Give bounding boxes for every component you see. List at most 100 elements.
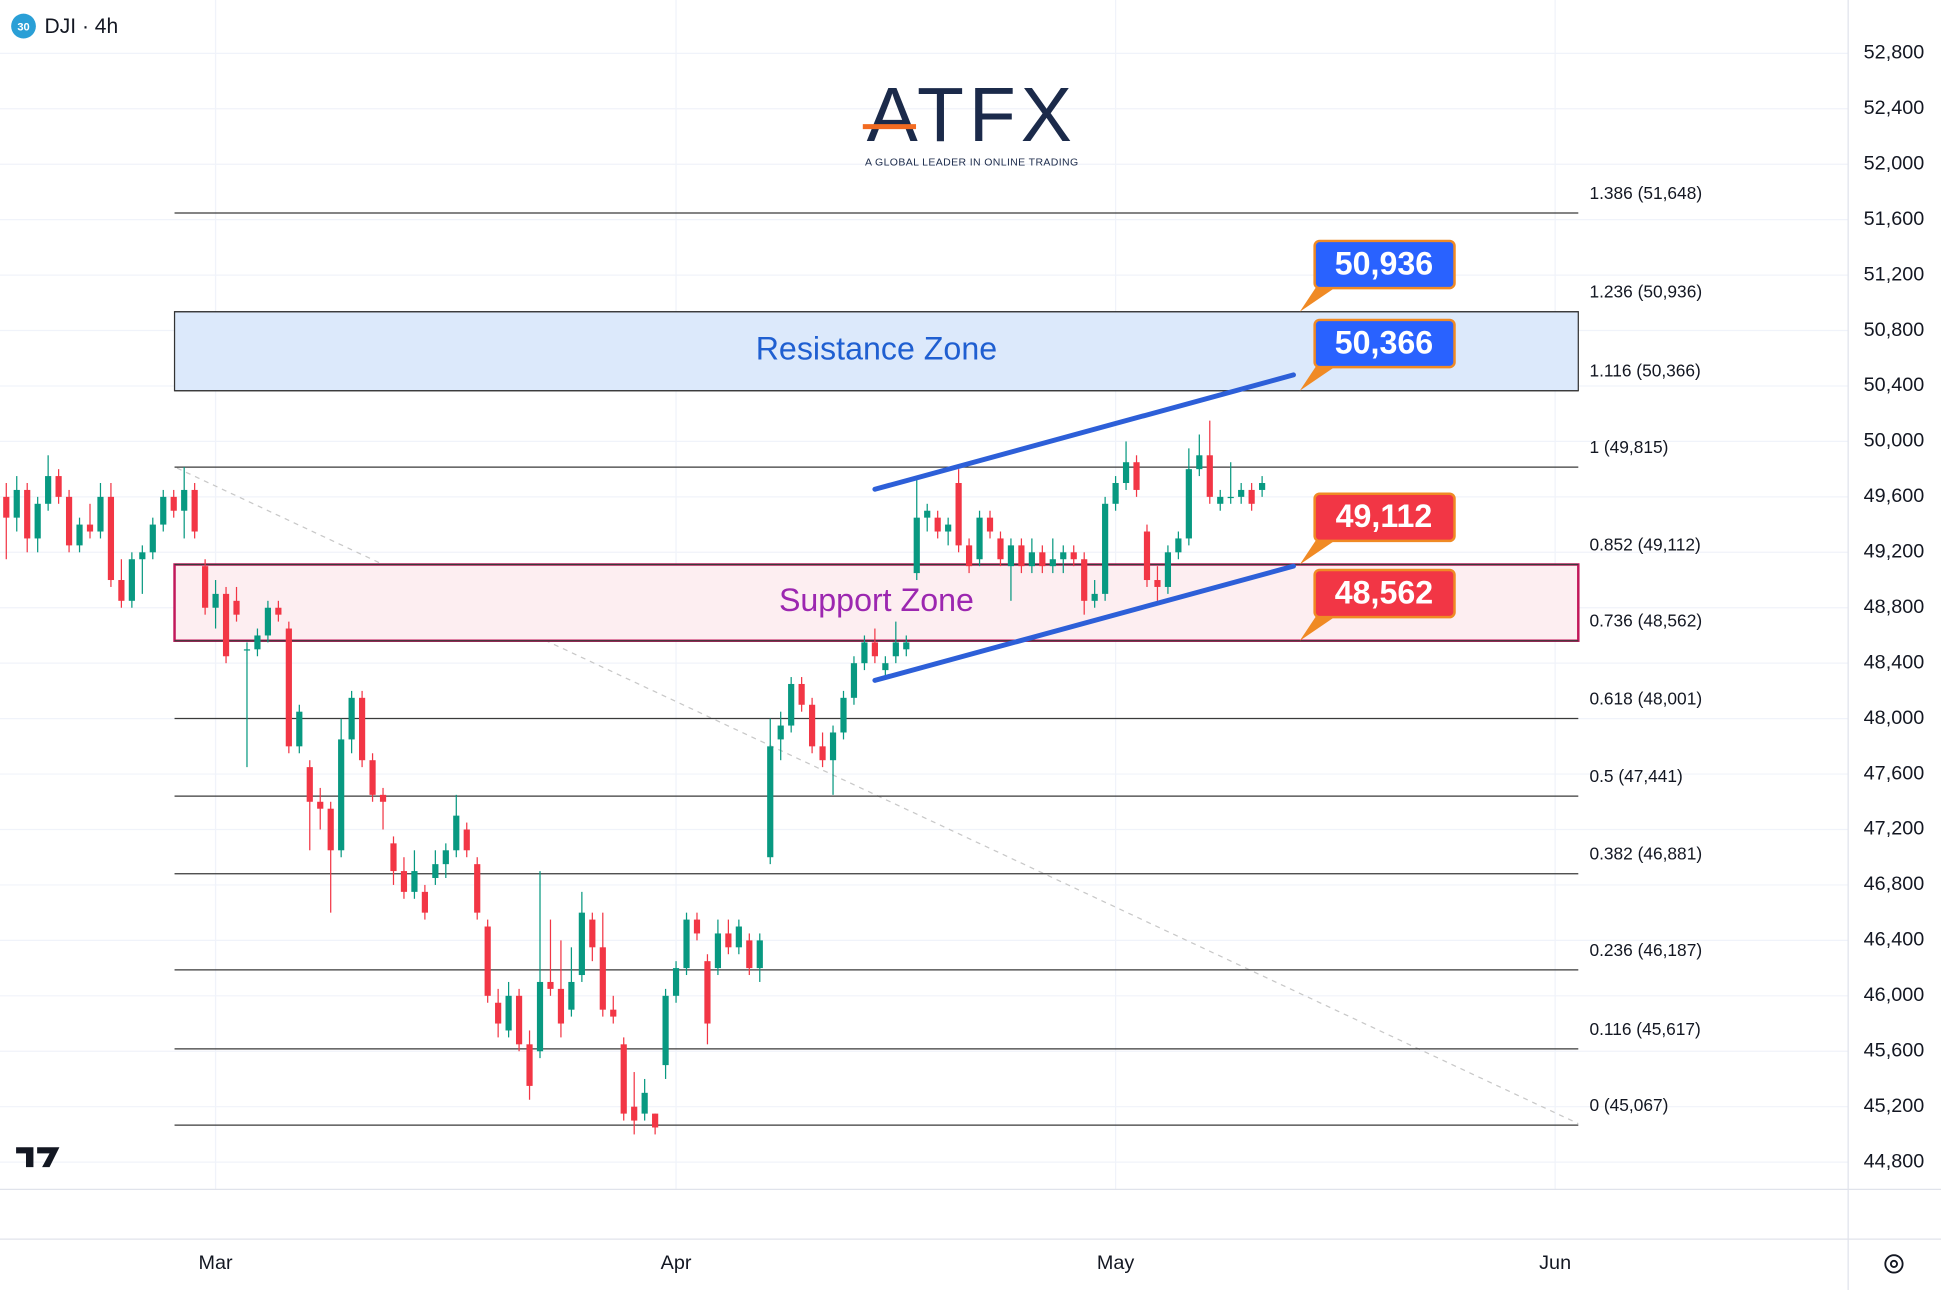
candle-body	[557, 988, 565, 1024]
callout-box	[1313, 492, 1456, 543]
candle-body	[1049, 559, 1056, 567]
candle-body	[662, 995, 669, 1066]
candle-body	[829, 732, 837, 761]
x-tick-label: Jun	[1539, 1252, 1571, 1274]
candle-body	[1133, 462, 1140, 490]
settings-icon	[1889, 1259, 1898, 1268]
fib-label: 1.116 (50,366)	[1589, 361, 1700, 381]
candle-body	[819, 746, 826, 761]
candle-body	[641, 1092, 648, 1114]
candle-body	[212, 593, 219, 608]
candle-body	[149, 524, 156, 553]
fib-label: 0.736 (48,562)	[1589, 611, 1702, 631]
candle-body	[578, 912, 585, 976]
candle-body	[955, 483, 962, 546]
candle-body	[882, 663, 889, 671]
y-tick-label: 52,800	[1864, 42, 1925, 64]
y-tick-label: 50,000	[1864, 430, 1925, 452]
candle-body	[411, 871, 418, 892]
candle-body	[735, 926, 742, 948]
candle-body	[714, 933, 722, 969]
y-tick-label: 52,000	[1864, 152, 1925, 174]
candle-body	[369, 760, 376, 795]
y-tick-label: 48,800	[1864, 596, 1925, 618]
tradingview-logo[interactable]	[16, 1147, 60, 1168]
fib-label: 0.382 (46,881)	[1589, 844, 1702, 864]
candle-body	[1164, 552, 1172, 587]
fib-label: 0.116 (45,617)	[1589, 1019, 1700, 1039]
candle-body	[871, 642, 878, 657]
candle-body	[118, 580, 125, 601]
fib-label: 0.5 (47,441)	[1589, 766, 1682, 786]
candle-body	[1081, 559, 1088, 601]
candle-body	[1248, 489, 1255, 504]
candle-body	[317, 801, 324, 809]
symbol-badge	[11, 13, 36, 39]
fib-label: 0.618 (48,001)	[1589, 688, 1702, 708]
symbol-title[interactable]: DJI · 4h	[45, 15, 119, 38]
candle-body	[756, 940, 763, 969]
fib-label: 1 (49,815)	[1589, 437, 1668, 457]
candle-body	[285, 628, 292, 747]
candle-body	[1217, 496, 1224, 504]
candle-body	[65, 496, 73, 546]
candle-body	[191, 489, 198, 532]
candle-body	[222, 593, 230, 657]
settings-button[interactable]	[1884, 1254, 1904, 1274]
candle-body	[1175, 538, 1182, 553]
candle-body	[76, 524, 83, 546]
x-tick-label: May	[1097, 1252, 1134, 1274]
candle-body	[599, 947, 606, 1010]
callout-box	[1313, 239, 1456, 290]
candle-body	[34, 503, 41, 539]
candle-body	[767, 746, 774, 858]
fib-levels: 1.386 (51,648) 1.236 (50,936) 1.116 (50,36…	[174, 183, 1702, 1126]
zone-label: Support Zone	[779, 582, 974, 618]
candle-body	[233, 600, 240, 615]
fib-label: 0 (45,067)	[1589, 1095, 1668, 1115]
candle-body	[809, 704, 816, 747]
candle-body	[965, 545, 973, 567]
y-tick-label: 49,200	[1864, 541, 1925, 563]
candle-body	[327, 808, 334, 851]
callout-label: 50,366	[1335, 324, 1433, 360]
candle-body	[1070, 552, 1077, 560]
trend-line	[872, 563, 1296, 683]
y-tick-label: 48,000	[1864, 707, 1925, 729]
candle-body	[13, 489, 20, 518]
y-tick-label: 45,200	[1864, 1095, 1925, 1117]
y-tick-label: 47,200	[1864, 818, 1925, 840]
candle-body	[725, 933, 732, 948]
candle-body	[515, 995, 523, 1045]
candle-body	[934, 517, 941, 532]
candle-body	[453, 815, 460, 851]
candle-body	[631, 1106, 638, 1121]
candle-body	[526, 1044, 533, 1086]
badge-text: 30	[17, 21, 29, 33]
fib-label: 1.236 (50,936)	[1589, 282, 1702, 302]
callout-box	[1313, 318, 1456, 369]
candle-body	[1227, 496, 1234, 499]
callout-pointer	[1299, 610, 1335, 641]
candle-body	[850, 663, 858, 698]
candle-body	[672, 968, 680, 996]
trend-line	[872, 372, 1296, 492]
candle-body	[55, 476, 62, 497]
x-tick-label: Apr	[661, 1252, 692, 1274]
candle-body	[442, 850, 449, 865]
candle-body	[484, 926, 491, 996]
candle-body	[1185, 469, 1192, 539]
candle-body	[693, 919, 701, 934]
candles	[3, 420, 1266, 1135]
candle-body	[181, 489, 188, 511]
y-tick-label: 49,600	[1864, 485, 1925, 507]
candle-body	[254, 635, 261, 650]
candle-body	[275, 607, 282, 615]
candle-body	[945, 524, 952, 532]
candle-body	[652, 1113, 659, 1128]
y-tick-label: 44,800	[1864, 1150, 1925, 1172]
candle-body	[348, 697, 355, 740]
y-tick-label: 48,400	[1864, 651, 1925, 673]
candle-body	[474, 864, 481, 913]
candle-body	[1154, 580, 1161, 587]
